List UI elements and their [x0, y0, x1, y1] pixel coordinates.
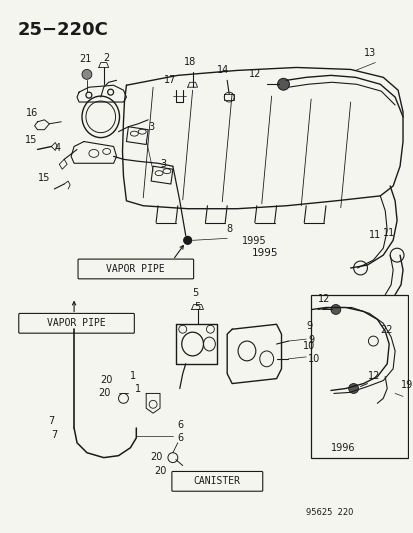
Text: 19: 19 — [400, 381, 412, 391]
Text: 16: 16 — [26, 108, 38, 118]
Circle shape — [277, 78, 289, 90]
Text: 15: 15 — [38, 173, 50, 183]
Text: 1995: 1995 — [251, 248, 278, 258]
Text: 5: 5 — [192, 288, 198, 297]
Text: 6: 6 — [177, 420, 183, 430]
Text: VAPOR PIPE: VAPOR PIPE — [106, 264, 165, 274]
Circle shape — [348, 384, 358, 393]
Text: 10: 10 — [302, 341, 315, 351]
Text: VAPOR PIPE: VAPOR PIPE — [47, 318, 106, 328]
Text: 12: 12 — [317, 294, 330, 303]
Circle shape — [330, 304, 340, 314]
Text: 2: 2 — [103, 53, 109, 62]
Text: 5: 5 — [194, 302, 200, 312]
Text: 4: 4 — [54, 143, 60, 154]
Text: 17: 17 — [163, 75, 176, 85]
Text: 9: 9 — [305, 321, 311, 331]
Text: 14: 14 — [216, 66, 229, 75]
Text: CANISTER: CANISTER — [193, 477, 240, 486]
Text: 20: 20 — [98, 389, 110, 399]
Text: 12: 12 — [248, 69, 261, 79]
Text: 10: 10 — [307, 354, 320, 364]
Text: 18: 18 — [183, 58, 195, 68]
Text: 1: 1 — [135, 384, 141, 393]
Bar — [311, 295, 407, 458]
Text: 20: 20 — [154, 465, 166, 475]
Text: 13: 13 — [363, 47, 376, 58]
Circle shape — [82, 69, 92, 79]
Text: 25−220C: 25−220C — [18, 21, 108, 39]
Text: 11: 11 — [368, 230, 380, 240]
Text: 7: 7 — [51, 430, 57, 440]
Text: 20: 20 — [150, 451, 162, 462]
Text: 9: 9 — [307, 335, 313, 345]
Text: 3: 3 — [159, 159, 166, 169]
Text: 8: 8 — [225, 224, 232, 235]
Text: 6: 6 — [177, 433, 183, 443]
Text: 1: 1 — [130, 370, 136, 381]
Text: 22: 22 — [380, 325, 392, 335]
Text: 95625  220: 95625 220 — [306, 508, 353, 517]
Text: 1995: 1995 — [241, 236, 266, 246]
Text: 12: 12 — [367, 370, 379, 381]
Text: 3: 3 — [148, 122, 154, 132]
Text: 15: 15 — [25, 134, 38, 144]
Text: 11: 11 — [382, 228, 394, 238]
Text: 21: 21 — [78, 54, 91, 64]
Text: 20: 20 — [100, 375, 113, 384]
Text: 7: 7 — [48, 416, 55, 426]
Circle shape — [183, 236, 191, 244]
Text: 1996: 1996 — [330, 443, 354, 453]
